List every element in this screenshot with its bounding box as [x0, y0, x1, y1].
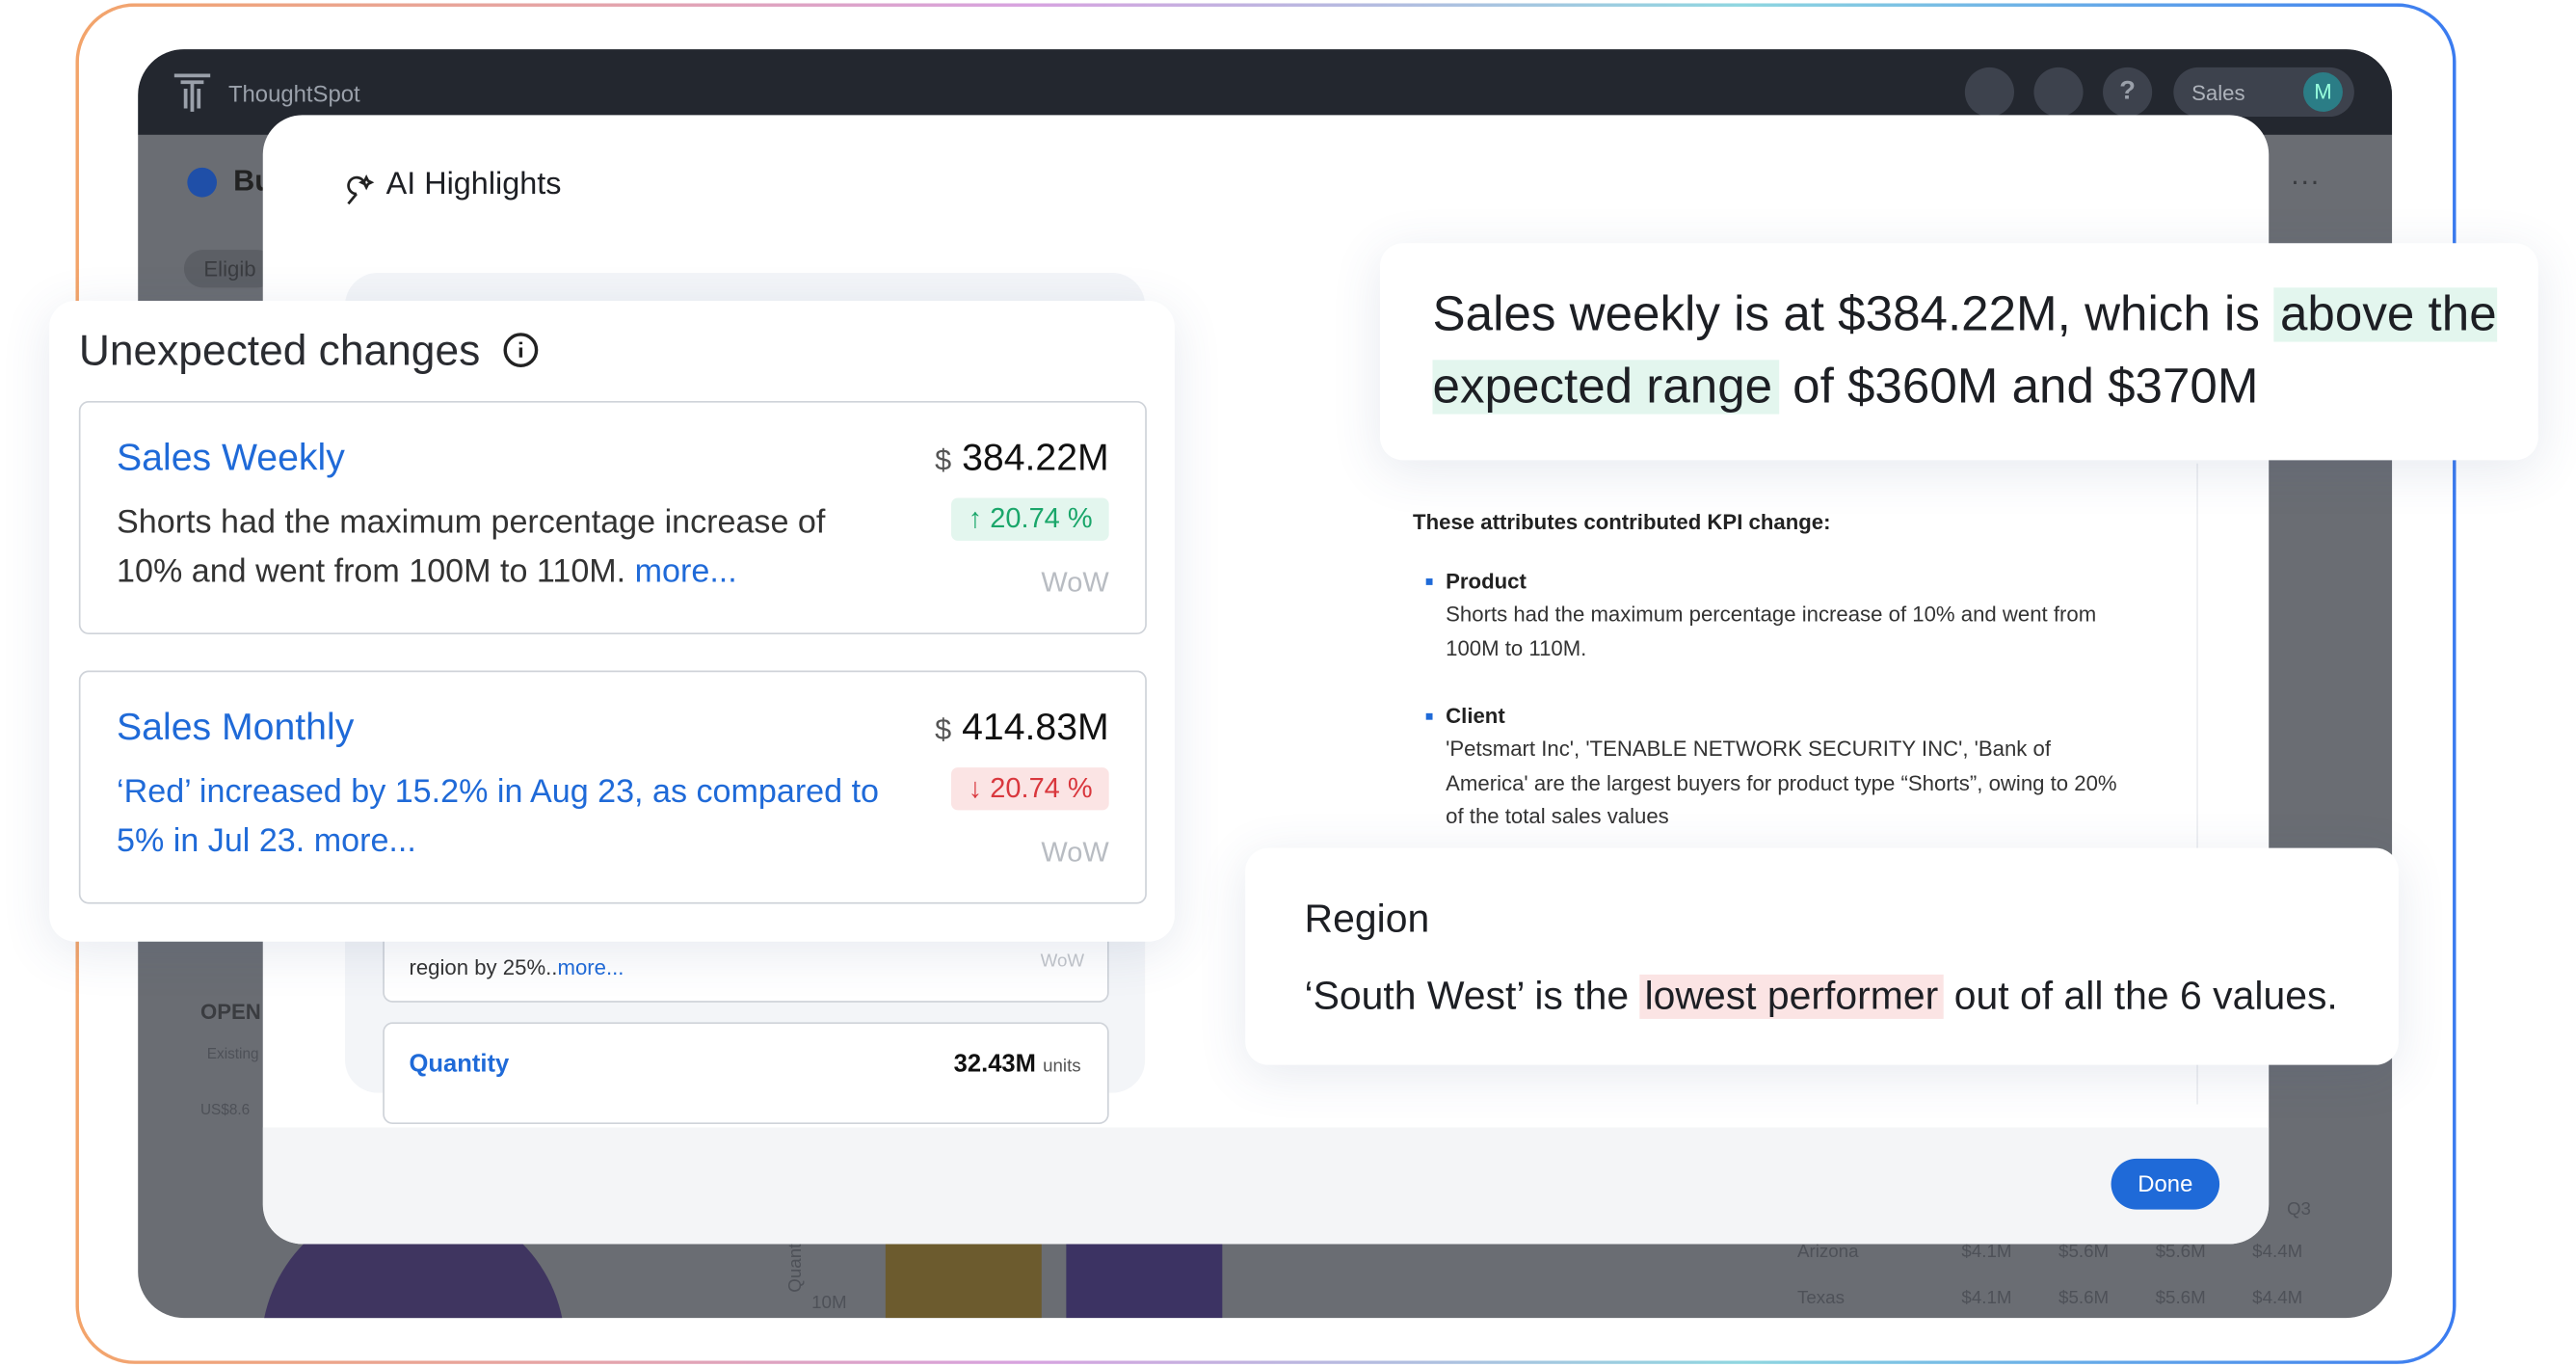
- text-span: more...: [313, 823, 416, 860]
- user-menu-label: Sales: [2191, 80, 2245, 106]
- attribute-name: Product: [1446, 568, 1527, 594]
- bg-bar: [1066, 1242, 1223, 1319]
- ai-icon: [347, 174, 375, 205]
- bg-table-cell: Arizona: [1796, 1242, 1859, 1263]
- bg-axis-tick: 10M: [811, 1293, 847, 1314]
- kpi-value: $ 414.83M: [935, 705, 1109, 749]
- text-span: more...: [557, 954, 624, 980]
- bg-panel-sub: Existing: [206, 1045, 259, 1062]
- inner-card-text: region by 25%..more...: [409, 954, 624, 979]
- bg-table-header: Q3: [2286, 1199, 2312, 1220]
- modal-footer: Done: [262, 1127, 2270, 1245]
- kpi-card: Sales Monthly $ 414.83M ‘Red’ increased by…: [78, 670, 1147, 904]
- bg-table-cell: $5.6M: [2155, 1242, 2206, 1263]
- bg-table-cell: $5.6M: [2058, 1242, 2110, 1263]
- bg-panel-label: OPEN: [199, 999, 261, 1025]
- text-span: Unexpected changes: [78, 325, 481, 375]
- kpi-text: Shorts had the maximum percentage increa…: [117, 498, 889, 597]
- logo: [173, 73, 211, 112]
- attribute-text: Shorts had the maximum percentage increa…: [1446, 601, 2097, 660]
- modal-title: AI Highlights: [385, 167, 562, 202]
- kpi-period: WoW: [1041, 567, 1109, 599]
- search-button[interactable]: [1964, 67, 2014, 118]
- attribute-text: 'Petsmart Inc', 'TENABLE NETWORK SECURIT…: [1446, 736, 2117, 829]
- unexpected-panel: Unexpected changes Sales Weekly $ 384.22M…: [49, 300, 1175, 942]
- attributes-heading: These attributes contributed KPI change:: [1413, 509, 1831, 535]
- kpi-change: ↑ 20.74 %: [951, 497, 1109, 541]
- text-span: 20.74 %: [990, 502, 1093, 535]
- bg-table-cell: Texas: [1796, 1288, 1845, 1308]
- done-button[interactable]: Done: [2111, 1158, 2220, 1210]
- bg-table-cell: $4.4M: [2252, 1242, 2303, 1263]
- bg-table-cell: $4.1M: [1961, 1242, 2012, 1263]
- text-span: lowest performer: [1639, 974, 1944, 1019]
- kpi-change: ↓ 20.74 %: [951, 767, 1109, 811]
- user-menu[interactable]: Sales M: [2173, 67, 2354, 118]
- bg-table-cell: $5.6M: [2155, 1288, 2206, 1308]
- text-span: 20.74 %: [990, 772, 1093, 804]
- verified-icon: [187, 167, 218, 198]
- help-button[interactable]: ?: [2103, 67, 2153, 118]
- bg-panel-value: US$8.6: [199, 1101, 251, 1118]
- bg-table-cell: $5.6M: [2058, 1288, 2110, 1308]
- bg-bar: [885, 1242, 1042, 1319]
- bg-table-cell: $4.4M: [2252, 1288, 2303, 1308]
- text-span: more...: [634, 553, 737, 590]
- inner-card-name: Quantity: [409, 1050, 510, 1079]
- text-span: ‘South West’ is the: [1304, 974, 1640, 1019]
- inner-card: Quantity 32.43M units: [383, 1022, 1109, 1125]
- text-span: Sales weekly is at $384.22M, which is: [1432, 287, 2274, 342]
- region-card: Region ‘South West’ is the lowest perfor…: [1245, 847, 2399, 1065]
- text-span: out of all the 6 values.: [1943, 974, 2338, 1019]
- text-span: ↓: [968, 772, 983, 804]
- text-span: Shorts had the maximum percentage increa…: [117, 504, 826, 590]
- kpi-value: $ 384.22M: [935, 436, 1109, 480]
- unexpected-title: Unexpected changes: [79, 326, 539, 377]
- bg-table-cell: $4.1M: [1961, 1288, 2012, 1308]
- text-span: 414.83M: [962, 705, 1109, 748]
- info-icon: [502, 333, 538, 368]
- summary-text: Sales weekly is at $384.22M, which is ab…: [1432, 280, 2517, 424]
- avatar: M: [2303, 72, 2343, 112]
- region-title: Region: [1304, 897, 1430, 942]
- text-span: $: [935, 712, 952, 746]
- attribute-name: Client: [1446, 703, 1505, 729]
- more-menu[interactable]: ···: [2290, 164, 2321, 198]
- kpi-period: WoW: [1041, 836, 1109, 869]
- inner-card-value: 32.43M units: [954, 1050, 1081, 1078]
- app-name: ThoughtSpot: [227, 80, 360, 107]
- inner-card-period: WoW: [1040, 952, 1085, 972]
- kpi-name: Sales Monthly: [117, 705, 355, 748]
- text-span: of $360M and $370M: [1778, 360, 2259, 415]
- text-span: $: [935, 443, 952, 477]
- kpi-card: Sales Weekly $ 384.22M Shorts had the maxi…: [78, 400, 1147, 635]
- divider: [2196, 463, 2198, 1105]
- kpi-text: ‘Red’ increased by 15.2% in Aug 23, as c…: [117, 767, 889, 866]
- text-span: units: [1043, 1057, 1081, 1077]
- summary-card: Sales weekly is at $384.22M, which is ab…: [1379, 243, 2538, 461]
- apps-button[interactable]: [2033, 67, 2084, 118]
- region-text: ‘South West’ is the lowest performer out…: [1305, 963, 2338, 1032]
- text-span: region by 25%..: [409, 954, 558, 980]
- text-span: ‘Red’ increased by 15.2% in Aug 23, as c…: [117, 773, 879, 860]
- text-span: 32.43M: [953, 1050, 1036, 1079]
- text-span: 384.22M: [962, 435, 1109, 479]
- text-span: ↑: [968, 502, 983, 535]
- kpi-name: Sales Weekly: [117, 435, 345, 479]
- attribute-bullet: [1425, 712, 1433, 720]
- bg-filter: Eligib: [183, 250, 277, 288]
- attribute-bullet: [1425, 578, 1433, 585]
